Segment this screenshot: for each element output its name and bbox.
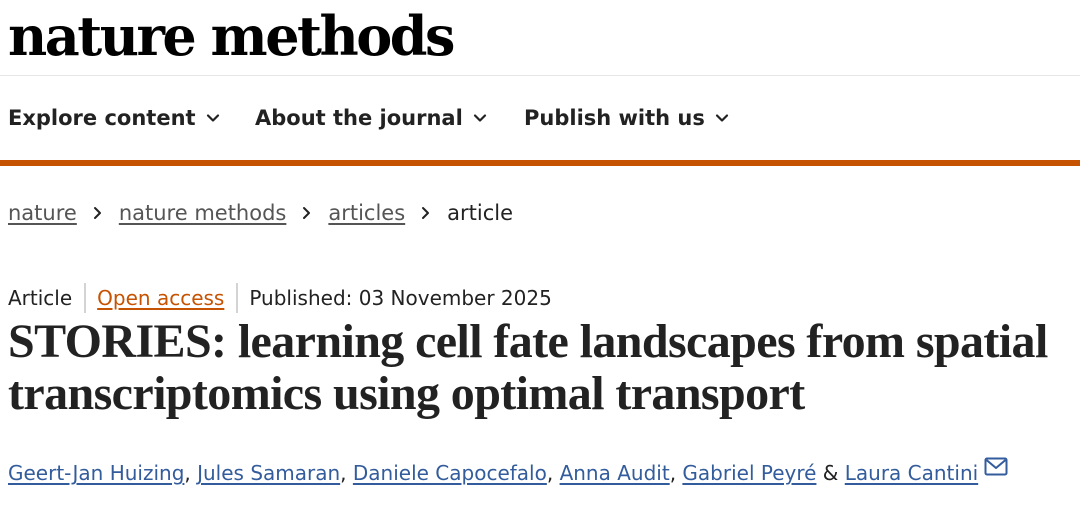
author-link[interactable]: Laura Cantini bbox=[844, 461, 979, 485]
author-link[interactable]: Anna Audit bbox=[559, 461, 670, 485]
nav-about-journal[interactable]: About the journal bbox=[255, 104, 487, 132]
chevron-right-icon bbox=[301, 206, 313, 220]
open-access-link[interactable]: Open access bbox=[97, 286, 225, 310]
meta-divider bbox=[236, 283, 239, 313]
nav-item-label: Publish with us bbox=[524, 106, 705, 130]
breadcrumb-current: article bbox=[447, 201, 514, 225]
author-list: Geert-Jan Huizing , Jules Samaran , Dani… bbox=[8, 456, 1008, 490]
nav-item-label: Explore content bbox=[8, 106, 196, 130]
meta-divider bbox=[84, 283, 87, 313]
author-separator-last: & bbox=[816, 461, 845, 485]
author-separator: , bbox=[184, 461, 198, 485]
author-separator: , bbox=[340, 461, 353, 485]
journal-logo[interactable]: nature methods bbox=[8, 4, 455, 68]
author-separator: , bbox=[669, 461, 683, 485]
author-link[interactable]: Jules Samaran bbox=[197, 461, 341, 485]
chevron-down-icon bbox=[473, 111, 487, 125]
author-link[interactable]: Geert-Jan Huizing bbox=[8, 461, 185, 485]
chevron-right-icon bbox=[420, 206, 432, 220]
breadcrumb-link-articles[interactable]: articles bbox=[328, 201, 406, 225]
chevron-right-icon bbox=[92, 206, 104, 220]
envelope-icon[interactable] bbox=[984, 457, 1008, 477]
breadcrumb: nature nature methods articles article bbox=[8, 198, 513, 228]
breadcrumb-link-nature[interactable]: nature bbox=[8, 201, 77, 225]
chevron-down-icon bbox=[206, 111, 220, 125]
chevron-down-icon bbox=[715, 111, 729, 125]
nav-publish-with-us[interactable]: Publish with us bbox=[524, 104, 729, 132]
author-separator: , bbox=[546, 461, 560, 485]
article-meta: Article Open access Published: 03 Novemb… bbox=[8, 283, 552, 313]
article-title: STORIES: learning cell fate landscapes f… bbox=[8, 315, 1048, 420]
main-navigation bbox=[0, 76, 1080, 166]
article-type: Article bbox=[8, 286, 73, 310]
published-date: Published: 03 November 2025 bbox=[249, 286, 552, 310]
author-link[interactable]: Daniele Capocefalo bbox=[352, 461, 547, 485]
author-link[interactable]: Gabriel Peyré bbox=[682, 461, 817, 485]
nav-item-label: About the journal bbox=[255, 106, 463, 130]
masthead: nature methods bbox=[0, 0, 1080, 76]
nav-explore-content[interactable]: Explore content bbox=[8, 104, 220, 132]
breadcrumb-link-nature-methods[interactable]: nature methods bbox=[118, 201, 287, 225]
